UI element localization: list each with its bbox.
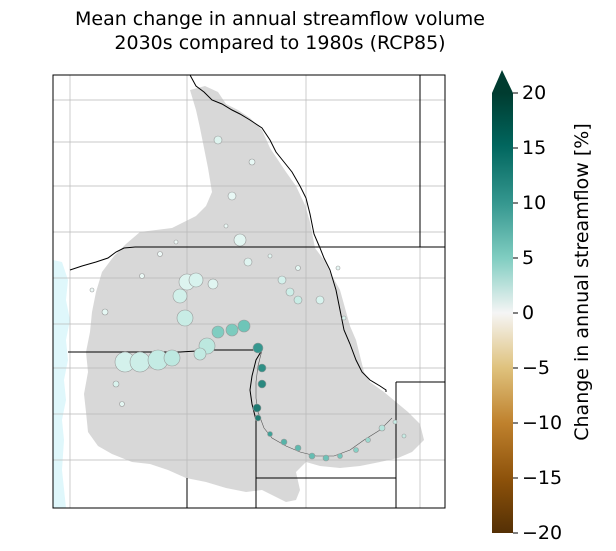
station-marker — [173, 239, 179, 245]
station-marker — [176, 309, 194, 327]
station-marker — [392, 419, 398, 425]
station-marker — [308, 452, 316, 460]
colorbar-tick-label: 20 — [522, 82, 547, 104]
station-marker — [257, 363, 267, 373]
station-marker — [157, 251, 163, 257]
station-marker — [294, 444, 302, 452]
station-marker — [225, 323, 239, 337]
map-frame — [52, 74, 446, 509]
station-marker — [223, 223, 229, 229]
station-marker — [401, 433, 407, 439]
station-marker — [285, 287, 295, 297]
colorbar-tick-label: −15 — [522, 467, 563, 489]
station-marker — [101, 308, 109, 316]
colorbar — [492, 70, 518, 534]
station-marker — [213, 135, 223, 145]
station-marker — [252, 342, 264, 354]
station-marker — [139, 273, 145, 279]
station-marker — [267, 253, 273, 259]
station-marker — [335, 265, 341, 271]
station-marker — [163, 349, 181, 367]
station-marker — [227, 191, 237, 201]
map-title-line-2: 2030s compared to 1980s (RCP85) — [114, 32, 446, 54]
station-marker — [267, 431, 273, 437]
station-markers — [89, 135, 407, 462]
station-marker — [207, 278, 219, 290]
colorbar-tick-label: −5 — [522, 357, 551, 379]
station-marker — [89, 287, 95, 293]
station-marker — [237, 319, 251, 333]
station-marker — [233, 233, 247, 247]
pacific-ocean — [53, 260, 70, 508]
colorbar-tick-label: −20 — [522, 522, 563, 544]
colorbar-tick-label: 15 — [522, 137, 547, 159]
colorbar-label-text: Change in annual streamflow [%] — [571, 123, 593, 441]
station-marker — [378, 424, 386, 432]
station-marker — [254, 414, 262, 422]
snake-river-line — [255, 349, 393, 457]
station-marker — [277, 275, 287, 285]
station-marker — [295, 265, 301, 271]
station-marker — [322, 454, 330, 462]
columbia-basin — [84, 86, 424, 502]
station-marker — [353, 447, 359, 453]
station-marker — [315, 295, 325, 305]
station-marker — [280, 438, 288, 446]
map-title-line-1: Mean change in annual streamflow volume — [74, 8, 485, 30]
station-marker — [252, 403, 262, 413]
station-marker — [248, 158, 256, 166]
station-marker — [112, 380, 120, 388]
colorbar-ticks — [513, 92, 518, 534]
colorbar-gradient — [492, 93, 513, 533]
colorbar-tick-label: 10 — [522, 192, 547, 214]
station-marker — [341, 315, 347, 321]
colorbar-tick-label: 5 — [522, 247, 535, 269]
station-marker — [257, 379, 267, 389]
station-marker — [129, 351, 151, 373]
station-marker — [211, 325, 225, 339]
colorbar-tick-label: −10 — [522, 412, 563, 434]
station-marker — [337, 453, 343, 459]
station-marker — [193, 347, 207, 361]
political-borders — [68, 75, 445, 508]
station-marker — [243, 257, 253, 267]
station-marker — [188, 272, 204, 288]
colorbar-extend-arrow — [492, 70, 513, 93]
station-marker — [365, 437, 371, 443]
station-marker — [172, 288, 188, 304]
station-marker — [293, 295, 303, 305]
colorbar-tick-label: 0 — [522, 302, 535, 324]
station-marker — [119, 401, 125, 407]
